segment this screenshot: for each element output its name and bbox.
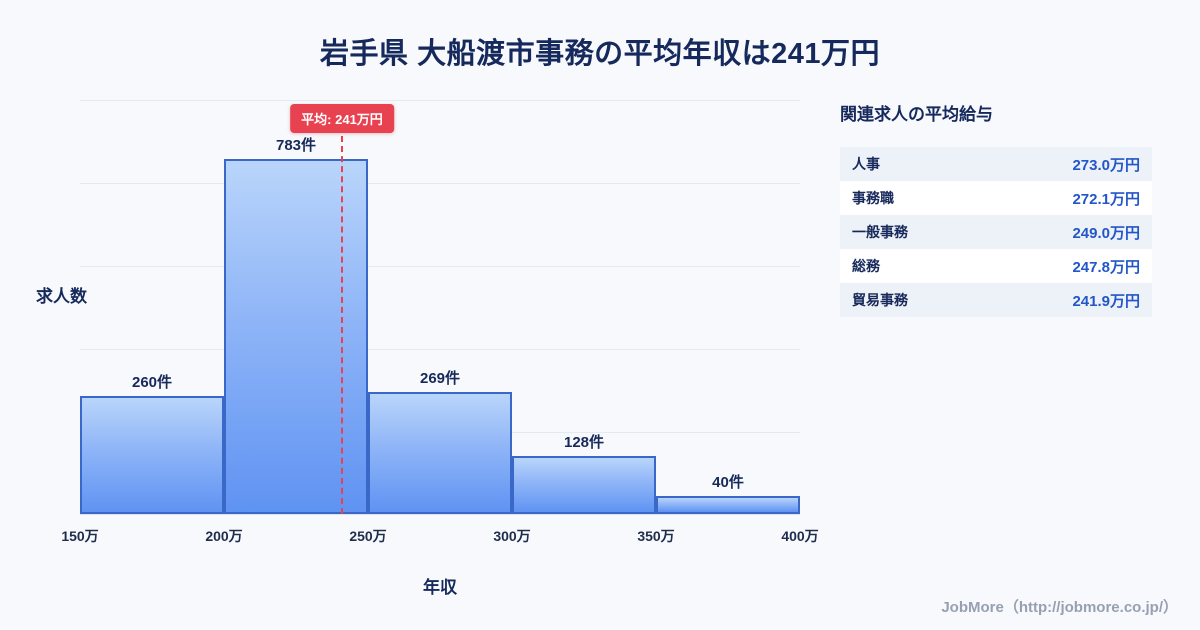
histogram-bar: 128件 — [512, 434, 656, 514]
job-salary-value: 272.1万円 — [1072, 190, 1140, 208]
related-jobs-title: 関連求人の平均給与 — [840, 105, 993, 124]
bar-value-label: 40件 — [712, 474, 744, 491]
table-row: 一般事務 249.0万円 — [840, 215, 1152, 249]
x-tick: 250万 — [349, 528, 387, 544]
page-title: 岩手県 大船渡市事務の平均年収は241万円 — [320, 38, 880, 70]
histogram-bar: 269件 — [368, 370, 512, 514]
histogram-bar: 40件 — [656, 474, 800, 514]
jobmore-credit: JobMore（http://jobmore.co.jp/） — [941, 599, 1178, 616]
job-category-label: 事務職 — [852, 190, 894, 206]
histogram-bar: 783件 — [224, 137, 368, 514]
average-badge: 平均: 241万円 — [290, 104, 394, 133]
y-axis-label: 求人数 — [36, 287, 87, 306]
table-row: 人事 273.0万円 — [840, 147, 1152, 181]
bar-value-label: 260件 — [131, 374, 173, 391]
histogram-bar: 260件 — [80, 374, 224, 514]
job-category-label: 貿易事務 — [852, 292, 908, 308]
job-category-label: 一般事務 — [852, 224, 908, 240]
job-category-label: 総務 — [852, 258, 880, 274]
bar-value-label: 128件 — [563, 434, 605, 451]
x-tick: 400万 — [781, 528, 819, 544]
plot-area: 260件 783件 269件 128件 40件 平均: 241万円 — [80, 100, 800, 515]
job-salary-value: 247.8万円 — [1072, 258, 1140, 276]
related-jobs-panel: 関連求人の平均給与 人事 273.0万円 事務職 272.1万円 一般事務 24… — [840, 100, 1152, 317]
job-salary-value: 273.0万円 — [1072, 156, 1140, 174]
x-tick: 150万 — [61, 528, 99, 544]
table-row: 貿易事務 241.9万円 — [840, 283, 1152, 317]
job-category-label: 人事 — [852, 156, 880, 172]
bar-value-label: 783件 — [275, 137, 317, 154]
job-salary-value: 241.9万円 — [1072, 292, 1140, 310]
table-row: 総務 247.8万円 — [840, 249, 1152, 283]
x-axis-label: 年収 — [423, 578, 457, 597]
x-tick: 350万 — [637, 528, 675, 544]
average-line — [341, 136, 343, 514]
salary-histogram: 260件 783件 269件 128件 40件 平均: 241万円 150万 2… — [61, 100, 819, 597]
bar-value-label: 269件 — [419, 370, 461, 387]
x-tick: 200万 — [205, 528, 243, 544]
table-row: 事務職 272.1万円 — [840, 181, 1152, 215]
job-salary-value: 249.0万円 — [1072, 224, 1140, 242]
x-tick: 300万 — [493, 528, 531, 544]
related-jobs-table: 人事 273.0万円 事務職 272.1万円 一般事務 249.0万円 総務 2… — [840, 147, 1152, 317]
